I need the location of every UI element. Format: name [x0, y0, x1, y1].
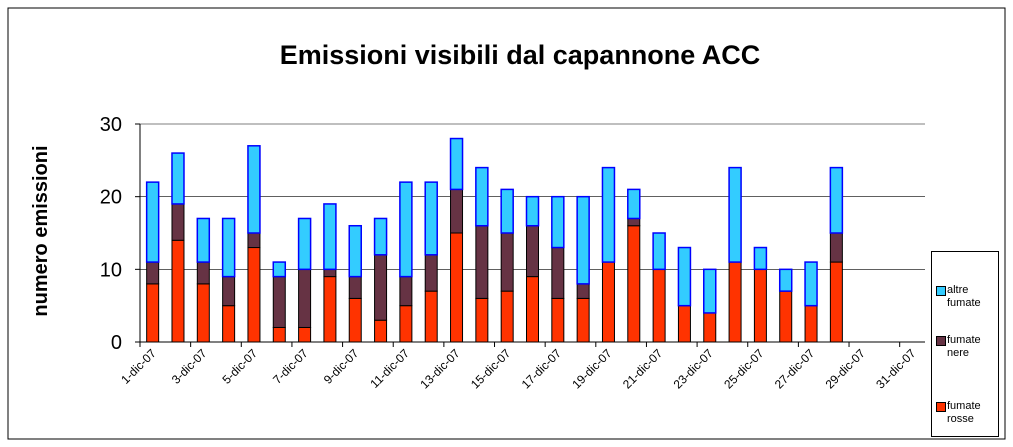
- bar-segment: [753, 268, 767, 343]
- bar-segment: [652, 232, 666, 271]
- bar-segment: [475, 225, 489, 299]
- bar-segment: [829, 261, 843, 343]
- bar-segment: [703, 312, 717, 343]
- bar-segment: [298, 268, 312, 328]
- bar-segment: [222, 305, 236, 343]
- bar-segment: [778, 268, 793, 292]
- bar-segment: [525, 195, 540, 227]
- bar-segment: [323, 268, 337, 278]
- bar-segment: [829, 166, 844, 234]
- bar-segment: [171, 203, 185, 241]
- bar-segment: [551, 195, 565, 249]
- bar-segment: [576, 195, 590, 285]
- bar-segment: [399, 181, 413, 278]
- bar-segment: [374, 254, 388, 321]
- bar-segment: [348, 224, 362, 278]
- bar-segment: [450, 188, 464, 234]
- bar-segment: [424, 181, 438, 256]
- bar-segment: [196, 217, 211, 263]
- bar-segment: [399, 305, 413, 343]
- y-tick-label: 20: [100, 187, 122, 209]
- bar-segment: [804, 261, 818, 307]
- bar-segment: [500, 188, 514, 234]
- bar-segment: [298, 326, 312, 343]
- bar-segment: [728, 166, 742, 263]
- bar-segment: [146, 261, 160, 285]
- bar-segment: [272, 276, 286, 328]
- legend-swatch: [936, 402, 946, 412]
- bar-segment: [601, 166, 616, 263]
- bar-segment: [424, 254, 438, 292]
- bar-segment: [475, 166, 489, 227]
- bar-segment: [222, 276, 236, 307]
- bar-segment: [677, 305, 691, 343]
- bar-segment: [272, 326, 286, 343]
- bar-segment: [804, 305, 818, 343]
- bar-segment: [373, 217, 388, 256]
- legend-label: fumate nere: [947, 334, 981, 359]
- bar-segment: [779, 290, 793, 343]
- bar-segment: [171, 239, 185, 343]
- bar-segment: [247, 232, 261, 249]
- bar-segment: [399, 276, 413, 307]
- bar-segment: [627, 217, 641, 227]
- bar-segment: [323, 203, 337, 271]
- bar-segment: [728, 261, 742, 343]
- bar-segment: [348, 297, 362, 343]
- bar-segment: [348, 276, 362, 299]
- bar-segment: [500, 232, 514, 292]
- chart-title: Emissioni visibili dal capannone ACC: [280, 40, 761, 70]
- bar-segment: [196, 283, 210, 343]
- bar-segment: [272, 261, 287, 278]
- bar-segment: [526, 225, 539, 278]
- bar-segment: [526, 276, 539, 343]
- bar-segment: [221, 217, 236, 278]
- legend-label: altre fumate: [947, 284, 981, 309]
- bar-segment: [450, 232, 464, 343]
- bar-segment: [196, 261, 210, 285]
- bar-segment: [424, 290, 438, 343]
- y-tick-label: 0: [111, 332, 122, 354]
- bar-segment: [627, 188, 641, 220]
- bar-segment: [551, 247, 565, 299]
- bar-segment: [652, 268, 666, 343]
- bar-segment: [171, 152, 185, 205]
- legend-label: fumate rosse: [947, 400, 981, 425]
- bar-segment: [374, 319, 388, 343]
- bar-segment: [576, 283, 590, 299]
- bar-segment: [247, 247, 261, 343]
- y-tick-label: 30: [100, 114, 122, 136]
- bar-segment: [297, 217, 312, 271]
- legend-swatch: [936, 336, 946, 346]
- bar-segment: [829, 232, 843, 263]
- bar-segment: [475, 297, 489, 343]
- bar-segment: [627, 225, 641, 343]
- bar-segment: [703, 268, 717, 314]
- bar-segment: [146, 283, 160, 343]
- bar-segment: [449, 137, 464, 191]
- bar-segment: [247, 145, 261, 234]
- bar-segment: [677, 246, 692, 307]
- bar-segment: [601, 261, 615, 343]
- bar-segment: [323, 276, 337, 343]
- legend: altre fumate fumate nere fumate rosse: [931, 251, 999, 437]
- y-axis-label: numero emissioni: [30, 145, 52, 316]
- bar-segment: [145, 181, 160, 263]
- bar-segment: [551, 297, 565, 343]
- bar-segment: [500, 290, 514, 343]
- bar-segment: [576, 297, 590, 343]
- y-tick-label: 10: [100, 259, 122, 281]
- bar-segment: [753, 246, 768, 271]
- legend-swatch: [936, 286, 946, 296]
